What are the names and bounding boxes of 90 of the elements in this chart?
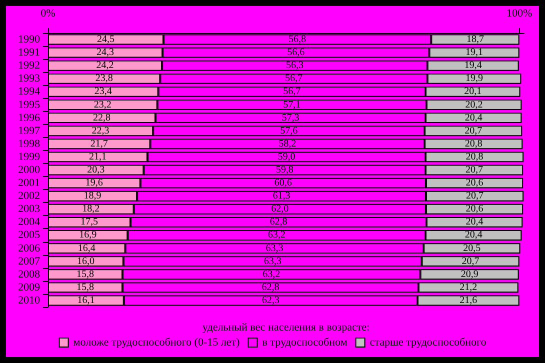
data-label: 62,8 xyxy=(270,216,288,228)
x-axis-title: удельный вес населения в возрасте: xyxy=(202,322,370,334)
data-label: 15,8 xyxy=(76,268,94,280)
data-label: 20,8 xyxy=(466,151,484,162)
legend-label: старше трудоспособного xyxy=(370,336,487,348)
data-label: 22,3 xyxy=(92,125,110,136)
data-label: 21,7 xyxy=(90,138,108,150)
data-label: 20,4 xyxy=(464,230,482,241)
data-label: 22,8 xyxy=(92,112,110,124)
y-tick-label: 2008 xyxy=(18,268,40,280)
y-tick-label: 1992 xyxy=(18,60,40,72)
data-label: 20,2 xyxy=(465,99,483,110)
y-tick-label: 1991 xyxy=(18,46,40,59)
data-label: 21,6 xyxy=(460,294,478,306)
data-label: 20,7 xyxy=(464,125,482,136)
y-tick-label: 1990 xyxy=(18,34,40,46)
data-label: 56,6 xyxy=(287,47,305,58)
data-label: 16,9 xyxy=(79,230,97,241)
data-label: 23,8 xyxy=(95,73,113,84)
y-tick-label: 1995 xyxy=(18,98,40,111)
data-label: 63,2 xyxy=(262,268,280,280)
data-label: 20,3 xyxy=(87,164,105,176)
data-label: 19,6 xyxy=(85,178,103,189)
data-label: 58,2 xyxy=(278,138,296,150)
data-label: 63,3 xyxy=(264,256,282,267)
data-label: 19,1 xyxy=(466,47,484,58)
data-label: 61,3 xyxy=(272,190,290,202)
y-tick-label: 2006 xyxy=(18,242,40,254)
data-label: 20,7 xyxy=(462,256,480,267)
data-label: 20,5 xyxy=(463,242,481,254)
data-label: 57,1 xyxy=(283,99,301,110)
data-label: 23,2 xyxy=(94,99,112,110)
data-label: 17,5 xyxy=(80,216,98,228)
data-label: 19,9 xyxy=(466,73,484,84)
data-label: 16,4 xyxy=(78,242,96,254)
y-tick-label: 1997 xyxy=(18,124,40,137)
data-label: 62,3 xyxy=(262,294,280,306)
data-label: 20,6 xyxy=(466,178,484,189)
data-label: 19,4 xyxy=(464,60,482,72)
y-tick-label: 2000 xyxy=(18,164,40,176)
y-tick-label: 1999 xyxy=(18,150,40,163)
data-label: 57,3 xyxy=(282,112,300,124)
data-label: 63,3 xyxy=(266,242,284,254)
data-label: 60,6 xyxy=(274,178,292,189)
data-label: 59,8 xyxy=(276,164,294,176)
data-label: 18,2 xyxy=(82,204,100,215)
x-tick-label: 0% xyxy=(40,8,56,20)
x-tick-label: 100% xyxy=(506,8,532,20)
data-label: 23,4 xyxy=(94,86,112,98)
y-tick-label: 2003 xyxy=(18,203,40,216)
data-label: 18,7 xyxy=(466,34,484,46)
data-label: 62,0 xyxy=(271,204,289,215)
y-tick-label: 2010 xyxy=(18,294,40,306)
data-label: 20,1 xyxy=(464,86,482,98)
legend-label: в трудоспособном xyxy=(262,336,348,348)
data-label: 57,6 xyxy=(280,125,298,136)
data-label: 56,8 xyxy=(288,34,306,46)
data-label: 56,7 xyxy=(283,86,301,98)
data-label: 20,8 xyxy=(464,138,482,150)
y-tick-label: 1996 xyxy=(18,112,40,124)
y-tick-label: 1993 xyxy=(18,72,40,85)
legend-label: моложе трудоспособного (0-15 лет) xyxy=(73,336,240,348)
data-label: 21,1 xyxy=(88,151,106,162)
data-label: 20,4 xyxy=(466,216,484,228)
data-label: 20,7 xyxy=(466,164,484,176)
data-label: 62,8 xyxy=(262,282,280,293)
data-label: 56,7 xyxy=(285,73,303,84)
data-label: 15,8 xyxy=(76,282,94,293)
y-tick-label: 2007 xyxy=(18,255,40,268)
data-label: 20,7 xyxy=(466,190,484,202)
y-tick-label: 2005 xyxy=(18,229,40,242)
y-tick-label: 2004 xyxy=(18,216,40,228)
data-label: 20,4 xyxy=(464,112,482,124)
data-label: 20,6 xyxy=(466,204,484,215)
data-label: 24,5 xyxy=(96,34,114,46)
data-label: 18,9 xyxy=(84,190,102,202)
data-label: 59,0 xyxy=(278,151,296,162)
data-label: 21,2 xyxy=(460,282,478,293)
data-label: 20,9 xyxy=(460,268,478,280)
y-tick-label: 2009 xyxy=(18,281,40,294)
data-label: 16,1 xyxy=(77,294,95,306)
y-tick-label: 1998 xyxy=(18,138,40,150)
y-tick-label: 2002 xyxy=(18,190,40,202)
data-label: 24,2 xyxy=(96,60,114,72)
data-label: 56,3 xyxy=(286,60,304,72)
data-label: 16,0 xyxy=(76,256,94,267)
data-label: 63,2 xyxy=(268,230,286,241)
data-label: 24,3 xyxy=(96,47,114,58)
y-tick-label: 2001 xyxy=(18,177,40,190)
y-tick-label: 1994 xyxy=(18,86,40,98)
